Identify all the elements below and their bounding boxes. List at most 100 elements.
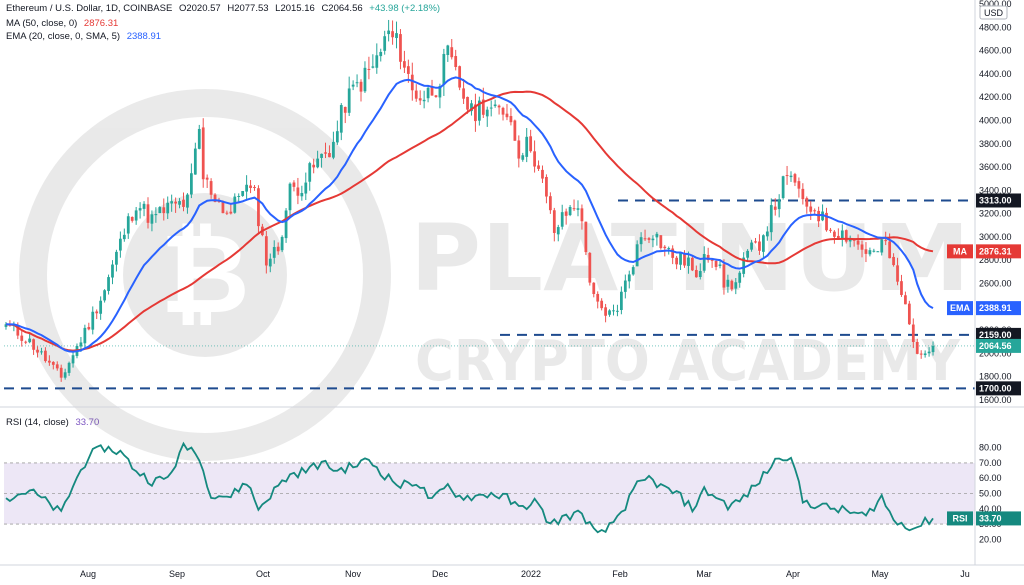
- candle-body: [872, 250, 876, 252]
- ma-legend-value: 2876.31: [83, 18, 119, 29]
- price-tick-label: 2800.00: [979, 255, 1012, 265]
- candle-body: [103, 290, 106, 301]
- price-tick-label: 3000.00: [979, 232, 1012, 242]
- rsi-tick-label: 80.00: [979, 443, 1002, 453]
- candle-body: [627, 274, 631, 282]
- candle-body: [919, 353, 923, 355]
- candle-body: [742, 257, 746, 274]
- candle-body: [679, 253, 682, 265]
- time-tick-label: Mar: [696, 569, 712, 579]
- candle-body: [450, 47, 454, 58]
- candle-body: [391, 31, 394, 38]
- candle-body: [162, 207, 166, 214]
- candle-body: [434, 95, 438, 97]
- candle-body: [296, 187, 300, 196]
- candle-body: [848, 239, 852, 242]
- currency-badge[interactable]: USD: [979, 5, 1008, 20]
- candle-body: [134, 210, 138, 221]
- candle-body: [201, 127, 205, 180]
- candle-body: [485, 109, 489, 117]
- candle-body: [813, 210, 817, 212]
- value-tag-label: 33.70: [979, 513, 1002, 523]
- candle-body: [888, 241, 892, 259]
- candle-body: [20, 335, 24, 341]
- candle-body: [612, 310, 615, 312]
- price-tick-label: 4000.00: [979, 115, 1012, 125]
- candle-body: [623, 280, 627, 292]
- candle-body: [564, 211, 568, 216]
- time-tick-label: 2022: [521, 569, 541, 579]
- candle-body: [122, 234, 126, 240]
- candle-body: [501, 107, 505, 115]
- candle-body: [308, 163, 312, 182]
- candle-body: [229, 211, 233, 214]
- level-tag-label: 2159.00: [979, 330, 1012, 340]
- rsi-legend[interactable]: RSI (14, close) 33.70: [6, 417, 103, 428]
- candle-body: [541, 169, 544, 179]
- value-tag-label: 2388.91: [979, 303, 1012, 313]
- candle-body: [363, 67, 367, 92]
- candle-body: [63, 372, 67, 378]
- indicator-name-tag: [947, 511, 973, 526]
- candle-body: [892, 256, 895, 266]
- candle-body: [801, 188, 805, 200]
- candle-body: [525, 136, 529, 157]
- time-tick-label: Oct: [256, 569, 271, 579]
- level-tag: [976, 327, 1021, 342]
- candle-body: [833, 231, 836, 237]
- candle-body: [694, 269, 698, 278]
- candle-body: [683, 254, 686, 266]
- candle-body: [375, 55, 379, 68]
- candle-body: [730, 280, 734, 290]
- candle-body: [880, 239, 884, 253]
- candle-body: [83, 327, 87, 344]
- price-tick-label: 3600.00: [979, 162, 1012, 172]
- candle-body: [44, 350, 47, 362]
- candle-body: [438, 85, 442, 98]
- candle-body: [146, 204, 150, 223]
- level-tag: [976, 193, 1021, 208]
- ema-legend-value: 2388.91: [126, 31, 162, 42]
- ema-legend-label: EMA (20, close, 0, SMA, 5): [6, 31, 121, 42]
- candle-body: [651, 238, 655, 241]
- candle-body: [193, 148, 197, 175]
- candle-body: [178, 201, 181, 205]
- candle-body: [840, 230, 844, 240]
- candle-body: [95, 311, 99, 314]
- candle-body: [576, 208, 580, 210]
- candle-body: [304, 182, 308, 194]
- ma-legend[interactable]: MA (50, close, 0) 2876.31: [6, 18, 122, 29]
- candle-body: [702, 254, 706, 271]
- candle-body: [233, 196, 237, 213]
- candle-body: [16, 325, 20, 336]
- candle-body: [588, 252, 592, 283]
- candle-body: [687, 257, 690, 266]
- ema-20-line: [5, 76, 934, 353]
- candle-body: [111, 264, 114, 278]
- candle-body: [781, 176, 785, 199]
- horizontal-levels[interactable]: [4, 199, 975, 390]
- candle-body: [809, 206, 813, 212]
- candle-body: [706, 254, 710, 261]
- price-tick-label: 2600.00: [979, 279, 1012, 289]
- ema-legend[interactable]: EMA (20, close, 0, SMA, 5) 2388.91: [6, 31, 165, 42]
- candle-body: [197, 128, 201, 149]
- candle-body: [931, 345, 935, 353]
- candle-body: [552, 210, 556, 233]
- candle-body: [548, 196, 552, 211]
- candle-body: [40, 351, 43, 353]
- time-tick-label: Sep: [169, 569, 185, 579]
- candle-body: [264, 236, 268, 266]
- candle-body: [406, 66, 410, 74]
- candle-body: [403, 61, 406, 68]
- candle-body: [91, 311, 95, 330]
- candle-body: [138, 208, 142, 211]
- candle-body: [430, 86, 434, 96]
- rsi-tick-label: 70.00: [979, 458, 1002, 468]
- indicator-name-label: EMA: [950, 303, 971, 313]
- candle-body: [556, 227, 560, 235]
- candle-body: [765, 231, 769, 237]
- candle-body: [55, 364, 59, 369]
